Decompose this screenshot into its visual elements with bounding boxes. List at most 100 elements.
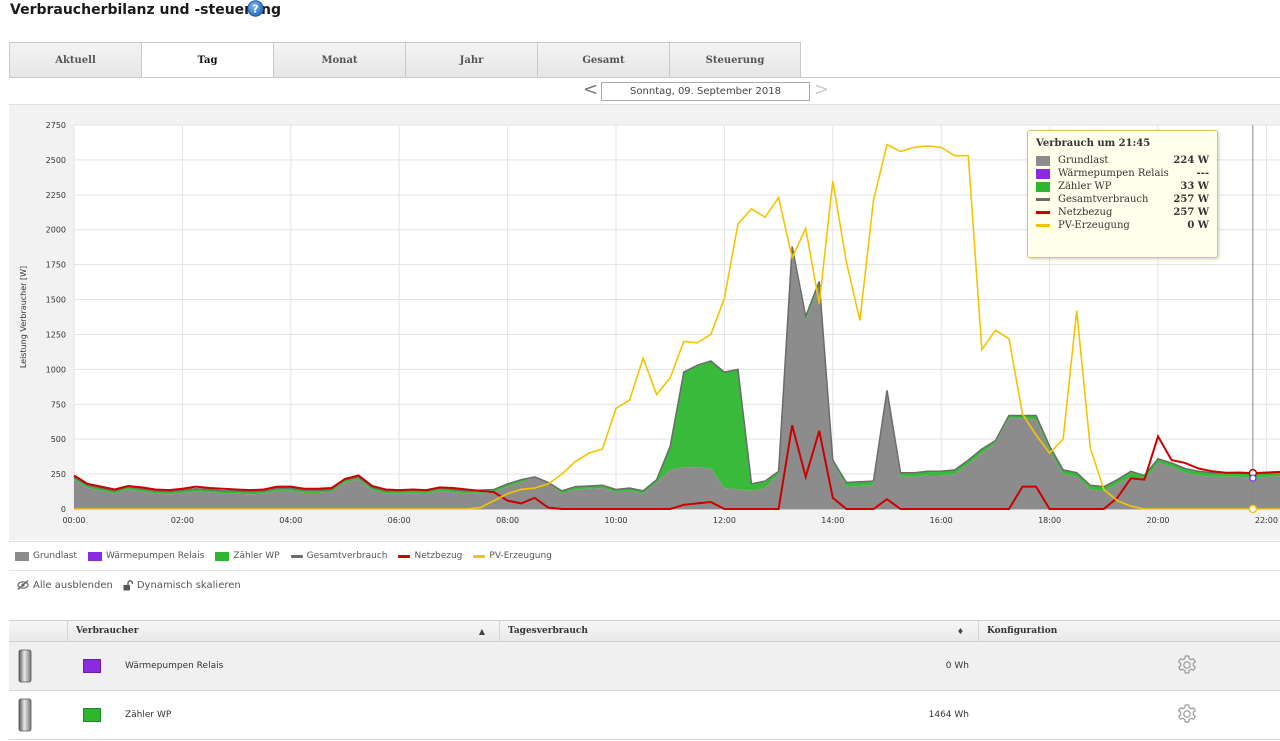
tooltip-line-swatch	[1036, 211, 1050, 214]
header-verbraucher-label: Verbraucher	[76, 626, 139, 636]
svg-text:?: ?	[252, 3, 258, 16]
consumer-table: Verbraucher ▲ Tagesverbrauch ♦ Konfigura…	[9, 620, 1280, 740]
y-tick-label: 2500	[46, 156, 66, 165]
header-verbraucher[interactable]: Verbraucher ▲	[68, 621, 500, 641]
y-tick-label: 2000	[46, 226, 66, 235]
device-icon	[18, 698, 32, 732]
series-netzbezug-line	[73, 424, 1280, 510]
chart-controls: Alle ausblenden Dynamisch skalieren	[17, 578, 241, 592]
tab-aktuell[interactable]: Aktuell	[9, 42, 141, 78]
y-tick-label: 1500	[46, 296, 66, 305]
header-tagesverbrauch[interactable]: Tagesverbrauch ♦	[500, 621, 979, 641]
y-tick-label: 1750	[46, 261, 66, 270]
tooltip-value: 33 W	[1180, 181, 1209, 192]
dynamic-scale-label: Dynamisch skalieren	[136, 579, 241, 591]
tooltip-swatch	[1036, 155, 1050, 166]
y-tick-label: 500	[51, 435, 66, 444]
date-next-button[interactable]: >	[814, 79, 830, 100]
tab-monat[interactable]: Monat	[273, 42, 405, 78]
tooltip-label: Zähler WP	[1058, 181, 1112, 192]
legend-swatch	[473, 554, 486, 558]
legend-label: PV-Erzeugung	[489, 551, 552, 561]
device-icon-cell	[9, 691, 68, 739]
consumer-cell: Zähler WP	[68, 691, 500, 739]
y-tick-label: 0	[61, 505, 66, 514]
config-cell	[979, 642, 1280, 690]
tooltip-line-swatch	[1036, 224, 1050, 227]
hover-marker-total	[1249, 474, 1257, 482]
tooltip-label: Grundlast	[1058, 155, 1109, 166]
tooltip-value: 224 W	[1173, 155, 1209, 166]
x-tick-label: 12:00	[713, 516, 736, 525]
x-tick-label: 10:00	[604, 516, 627, 525]
legend-label: Netzbezug	[414, 551, 463, 561]
consumption-cell: 0 Wh	[500, 642, 979, 690]
eye-slash-icon	[17, 580, 29, 590]
tooltip-label: PV-Erzeugung	[1058, 220, 1130, 231]
legend-swatch	[215, 551, 230, 561]
hide-all-toggle[interactable]: Alle ausblenden	[17, 580, 113, 591]
legend-swatch	[15, 551, 29, 561]
x-tick-label: 16:00	[930, 516, 953, 525]
tooltip-value: 257 W	[1173, 194, 1209, 205]
consumer-name: Wärmepumpen Relais	[125, 661, 224, 671]
x-tick-label: 02:00	[171, 516, 194, 525]
legend-item[interactable]: Zähler WP	[215, 551, 280, 561]
x-tick-label: 06:00	[388, 516, 411, 525]
unlock-icon	[123, 579, 133, 590]
x-tick-label: 22:00	[1255, 516, 1278, 525]
y-tick-label: 250	[51, 470, 66, 479]
x-tick-label: 20:00	[1146, 516, 1169, 525]
tab-tag[interactable]: Tag	[141, 42, 273, 78]
x-tick-label: 04:00	[279, 516, 302, 525]
legend-item[interactable]: Gesamtverbrauch	[290, 551, 387, 561]
consumer-color-swatch	[83, 659, 101, 673]
gear-icon[interactable]	[1175, 654, 1199, 678]
x-tick-label: 18:00	[1038, 516, 1061, 525]
legend-label: Grundlast	[33, 551, 78, 561]
series-gesamtverbrauch-line	[73, 246, 1280, 493]
tooltip-label: Gesamtverbrauch	[1058, 194, 1149, 205]
consumption-value: 1464 Wh	[928, 710, 969, 720]
legend-item[interactable]: Netzbezug	[398, 551, 462, 561]
tooltip-label: Netzbezug	[1058, 207, 1113, 218]
date-display[interactable]: Sonntag, 09. September 2018	[601, 82, 810, 101]
tab-gesamt[interactable]: Gesamt	[537, 42, 669, 78]
header-tagesverbrauch-label: Tagesverbrauch	[508, 626, 588, 636]
dynamic-scale-toggle[interactable]: Dynamisch skalieren	[123, 580, 241, 591]
tooltip-label: Wärmepumpen Relais	[1058, 168, 1169, 179]
series-grundlast-area	[74, 250, 1280, 509]
tooltip-row: Zähler WP 33 W	[1036, 180, 1209, 193]
consumption-cell: 1464 Wh	[500, 691, 979, 739]
tab-underline	[9, 77, 1280, 78]
y-tick-label: 2750	[46, 121, 66, 130]
gear-icon[interactable]	[1175, 703, 1199, 727]
tooltip-row: PV-Erzeugung 0 W	[1036, 219, 1209, 232]
tab-steuerung[interactable]: Steuerung	[669, 42, 801, 78]
tooltip-title: Verbrauch um 21:45	[1036, 138, 1151, 149]
tooltip-row: Gesamtverbrauch 257 W	[1036, 193, 1209, 206]
legend-label: Zähler WP	[233, 551, 280, 561]
legend-swatch	[398, 554, 411, 558]
chart-legend: Grundlast Wärmepumpen Relais Zähler WP Gesa…	[9, 541, 1280, 571]
legend-item[interactable]: Wärmepumpen Relais	[88, 551, 204, 561]
consumption-value: 0 Wh	[945, 661, 969, 671]
date-prev-button[interactable]: <	[583, 79, 599, 100]
legend-swatch	[88, 551, 103, 561]
tooltip-value: 257 W	[1173, 207, 1209, 218]
series-zaehler-wp-area	[74, 246, 1280, 495]
legend-item[interactable]: Grundlast	[15, 551, 77, 561]
table-header: Verbraucher ▲ Tagesverbrauch ♦ Konfigura…	[9, 620, 1280, 642]
legend-label: Wärmepumpen Relais	[106, 551, 205, 561]
x-tick-label: 08:00	[496, 516, 519, 525]
help-circle-icon[interactable]: ?	[247, 0, 264, 17]
tooltip-swatch	[1036, 181, 1050, 192]
consumer-color-swatch	[83, 708, 101, 722]
tooltip-row: Wärmepumpen Relais ---	[1036, 167, 1209, 180]
legend-item[interactable]: PV-Erzeugung	[473, 551, 552, 561]
x-tick-label: 00:00	[62, 516, 85, 525]
tab-jahr[interactable]: Jahr	[405, 42, 537, 78]
tooltip-swatch	[1036, 168, 1050, 179]
chart-tooltip: Verbrauch um 21:45 Grundlast 224 W Wärmepu…	[1027, 130, 1218, 258]
consumer-name: Zähler WP	[125, 710, 172, 720]
